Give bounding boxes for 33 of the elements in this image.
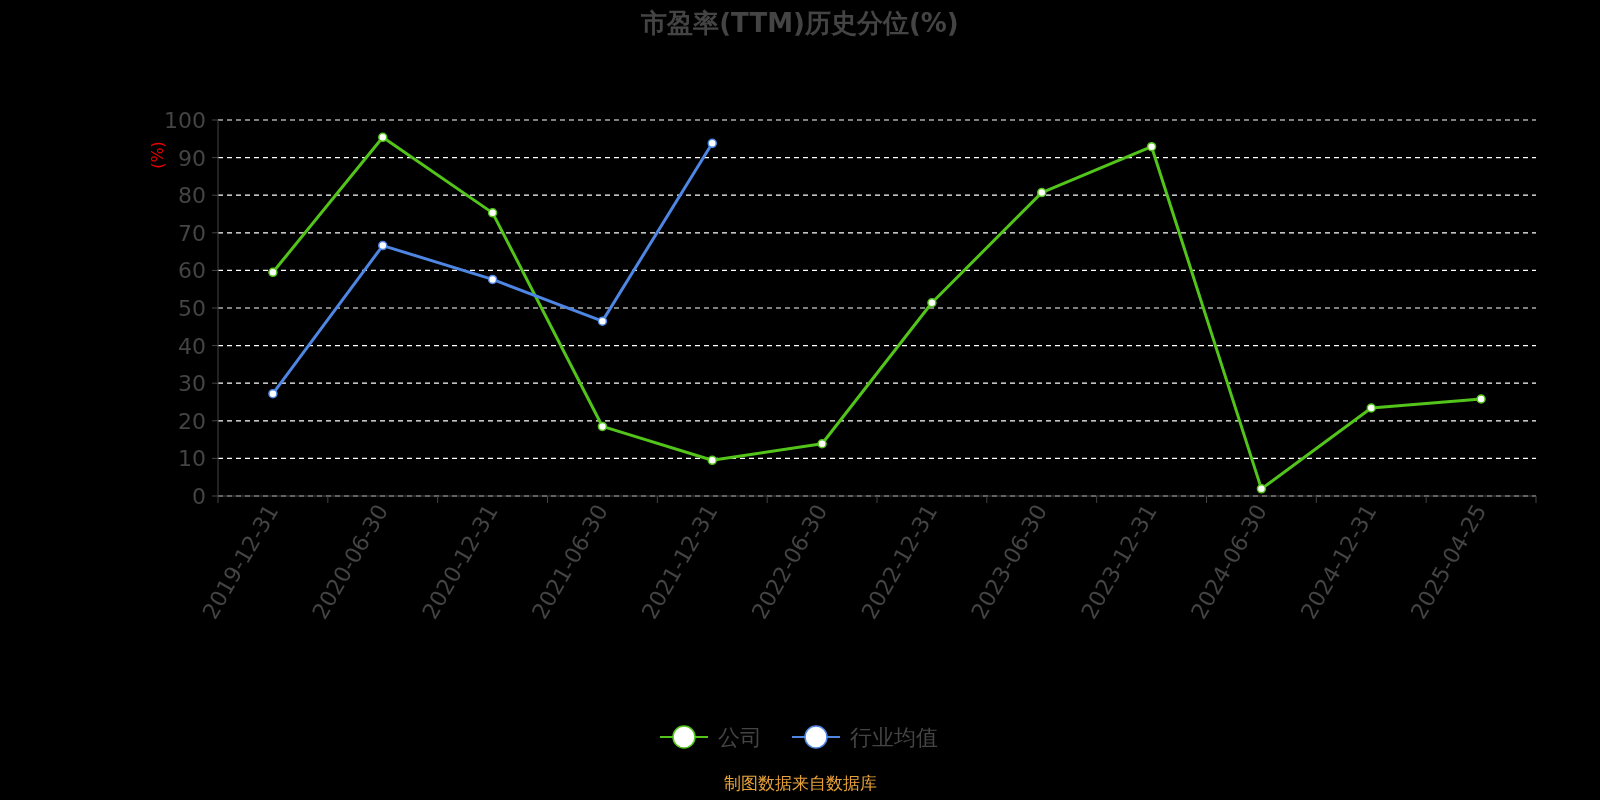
legend-label: 公司 (718, 725, 762, 750)
y-tick-label: 20 (178, 408, 206, 434)
point (1256, 484, 1267, 494)
point (268, 388, 278, 399)
point (268, 267, 278, 278)
point (597, 421, 608, 432)
point (597, 316, 608, 326)
y-tick-label: 40 (178, 333, 206, 359)
point (1366, 403, 1376, 413)
chart-title: 市盈率(TTM)历史分位(%) (640, 8, 959, 38)
point (1037, 187, 1047, 198)
point (817, 438, 827, 449)
point (1146, 141, 1157, 152)
text: 制图数据来自数据库 (723, 773, 877, 793)
y-axis-title: (%) (148, 141, 167, 169)
y-tick-label: 10 (178, 446, 206, 472)
legend-label: 行业均值 (850, 725, 938, 750)
point (707, 455, 717, 466)
y-tick-label: 0 (192, 484, 206, 509)
y-tick-label: 90 (178, 145, 206, 171)
point (378, 132, 388, 143)
point (707, 138, 717, 149)
y-tick-label: 80 (178, 183, 206, 209)
y-tick-label: 70 (178, 220, 206, 246)
point (487, 208, 498, 218)
point (1476, 394, 1486, 404)
point (487, 274, 498, 285)
y-tick-label: 50 (178, 296, 206, 321)
y-tick-label: 30 (178, 371, 206, 397)
point (927, 297, 937, 308)
y-tick-label: 100 (164, 108, 206, 133)
point (378, 240, 388, 251)
y-tick-label: 60 (178, 258, 206, 284)
